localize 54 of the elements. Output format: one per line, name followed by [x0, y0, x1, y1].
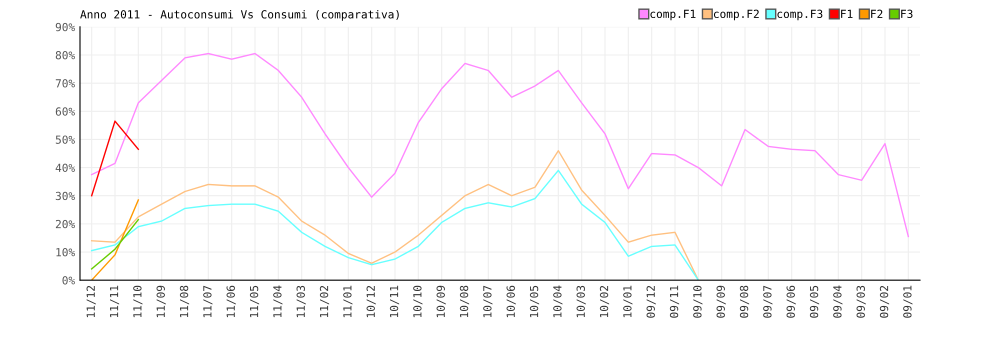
x-tick-label: 09/03 [856, 286, 866, 318]
y-tick-label: 60% [56, 107, 75, 116]
x-tick-label: 10/03 [576, 286, 586, 318]
y-tick-label: 30% [56, 192, 75, 200]
legend-label: F1 [841, 10, 852, 18]
x-tick-label: 09/12 [646, 286, 656, 318]
x-tick-label: 09/06 [786, 286, 796, 318]
x-tick-label: 09/10 [693, 286, 702, 318]
x-tick-label: 11/08 [180, 286, 190, 318]
x-tick-label: 10/05 [530, 286, 540, 318]
x-tick-label: 11/10 [133, 286, 142, 318]
legend-label: F3 [901, 10, 912, 18]
x-tick-label: 09/02 [880, 286, 890, 318]
x-tick-label: 11/01 [343, 286, 352, 318]
x-tick-label: 10/08 [460, 286, 470, 318]
chart-title: Anno 2011 - Autoconsumi Vs Consumi (comparativa) [80, 10, 399, 21]
line-series [90, 52, 910, 238]
y-tick-label: 50% [56, 135, 75, 144]
x-tick-label: 10/01 [623, 286, 632, 318]
x-tick-label: 11/11 [110, 286, 120, 318]
y-tick-label: 0% [62, 276, 75, 285]
y-tick-label: 20% [56, 220, 75, 228]
x-tick-label: 10/09 [436, 286, 446, 318]
x-tick-label: 09/09 [716, 286, 726, 318]
x-tick-label: 10/12 [366, 286, 376, 318]
y-tick-label: 80% [56, 51, 75, 60]
x-tick-label: 11/05 [250, 286, 260, 318]
x-tick-label: 09/08 [740, 286, 750, 318]
y-tick-label: 10% [56, 248, 75, 256]
y-tick-label: 90% [56, 22, 75, 32]
x-tick-label: 10/10 [413, 286, 422, 318]
x-tick-label: 09/11 [670, 286, 680, 318]
x-tick-label: 10/11 [390, 286, 400, 318]
x-tick-label: 11/04 [273, 286, 282, 318]
x-tick-label: 11/12 [86, 286, 96, 318]
legend-label: F2 [871, 10, 882, 18]
x-tick-label: 09/04 [833, 286, 842, 318]
x-tick-label: 11/09 [156, 286, 166, 318]
y-tick-label: 40% [56, 164, 75, 172]
x-tick-label: 11/07 [203, 286, 212, 318]
x-tick-label: 09/01 [903, 286, 912, 318]
x-tick-label: 09/05 [810, 286, 820, 318]
x-tick-label: 09/07 [763, 286, 772, 318]
x-tick-label: 10/06 [506, 286, 516, 318]
x-tick-label: 10/07 [483, 286, 492, 318]
legend-label: comp.F1 [650, 10, 696, 20]
x-tick-label: 11/02 [320, 286, 330, 318]
x-tick-label: 10/04 [553, 286, 562, 318]
x-tick-label: 11/06 [226, 286, 236, 318]
x-tick-label: 11/03 [296, 286, 306, 318]
x-tick-label: 10/02 [600, 286, 610, 318]
legend-label: comp.F3 [777, 10, 822, 20]
legend-label: comp.F2 [714, 10, 759, 20]
y-tick-label: 70% [56, 79, 75, 88]
